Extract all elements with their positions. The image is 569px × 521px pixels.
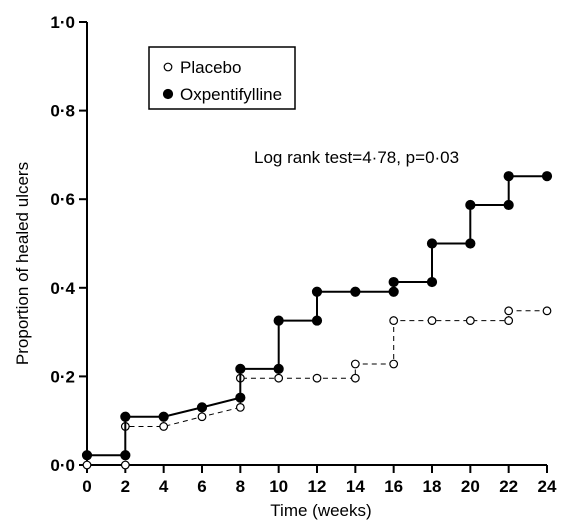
x-tick-label: 6 [197,477,206,496]
x-tick-label: 18 [423,477,442,496]
y-axis-title: Proportion of healed ulcers [13,162,32,365]
x-tick-label: 8 [236,477,245,496]
data-point [350,286,361,297]
data-point [235,392,246,403]
x-tick-label: 10 [269,477,288,496]
data-point [311,315,323,326]
legend-label: Placebo [180,58,241,77]
data-point [465,316,475,325]
data-point [159,422,169,431]
y-tick-label: 0·4 [50,279,75,298]
legend-box [148,46,296,110]
x-tick-label: 2 [121,477,130,496]
data-point [504,306,514,316]
data-point [235,403,245,412]
data-point [158,411,169,422]
data-point [388,276,399,288]
data-point [503,171,514,182]
data-point [350,359,360,369]
y-tick-label: 0·0 [50,456,75,475]
x-tick-label: 4 [159,477,169,496]
data-point [120,460,130,470]
series-layer [81,171,553,470]
x-axis-title: Time (weeks) [270,501,371,520]
data-point [426,276,438,288]
data-point [465,238,476,249]
x-tick-label: 24 [538,477,557,496]
data-point [120,411,131,422]
y-tick-label: 0·6 [50,190,75,209]
data-point [120,450,131,461]
data-point [312,373,322,383]
data-point [197,412,207,422]
legend-marker [162,88,174,100]
data-point [273,363,284,374]
y-tick-label: 0·8 [50,102,75,121]
data-point [503,199,514,211]
y-tick-label: 0·2 [50,367,75,386]
data-point [196,402,208,413]
data-point [427,316,437,325]
data-point [235,363,246,374]
legend: Placebo Oxpentifylline [148,46,296,110]
data-point [311,286,323,297]
data-point [465,199,476,211]
data-point [504,316,514,325]
axes: 0·00·20·40·60·81·00 2 4 6 8 10 12 14 16 18 20 22 24 [50,13,557,496]
log-rank-annotation: Log rank test=4·78, p=0·03 [254,148,459,167]
y-tick-label: 1·0 [50,13,75,32]
x-tick-label: 16 [384,477,403,496]
series-oxpentifylline [81,171,553,461]
x-tick-label: 22 [499,477,518,496]
series-placebo [82,306,552,470]
data-point [274,373,284,383]
data-point [541,171,553,182]
data-point [389,359,399,369]
x-tick-label: 20 [461,477,480,496]
data-point [426,238,438,249]
data-point [388,286,399,297]
data-point [273,315,284,326]
legend-marker [163,62,173,72]
x-tick-label: 12 [308,477,327,496]
data-point [81,450,93,461]
x-tick-label: 0 [82,477,91,496]
data-point [389,316,399,325]
data-point [82,460,92,470]
series-line [87,310,547,466]
legend-label: Oxpentifylline [180,85,282,104]
data-point [542,306,552,316]
data-point [350,373,360,383]
x-tick-label: 14 [346,477,365,496]
